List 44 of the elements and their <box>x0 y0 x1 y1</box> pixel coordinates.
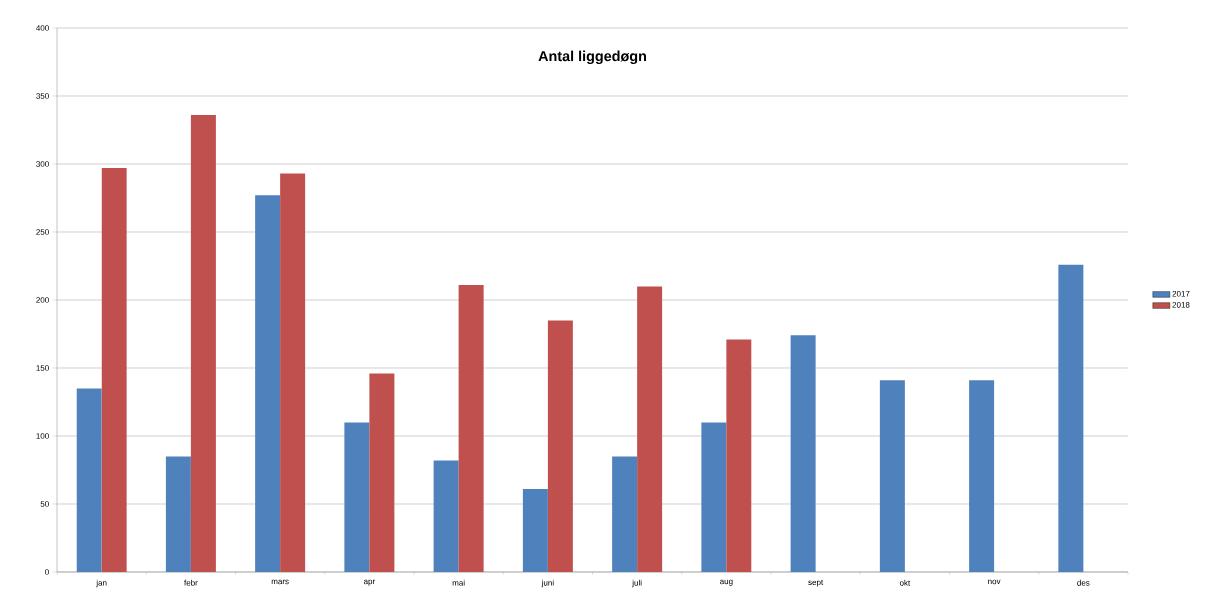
y-tick-label: 50 <box>40 501 49 507</box>
legend-label: 2017 <box>1172 290 1190 297</box>
bar <box>790 335 816 572</box>
bar <box>76 388 102 572</box>
bar <box>701 422 727 572</box>
bar <box>1058 264 1084 572</box>
bar <box>165 456 191 572</box>
x-tick-label: mai <box>452 579 465 586</box>
bar <box>280 173 306 572</box>
y-tick-label: 250 <box>36 229 49 235</box>
bar <box>101 168 127 572</box>
bar <box>255 195 281 572</box>
bar <box>612 456 638 572</box>
bar <box>522 489 548 572</box>
bar <box>458 285 484 572</box>
x-tick-label: juli <box>632 579 642 588</box>
y-tick-label: 150 <box>36 365 49 371</box>
y-tick-label: 0 <box>45 569 49 575</box>
bar <box>369 373 395 572</box>
x-tick-label: febr <box>184 579 198 586</box>
bar <box>637 286 663 572</box>
x-tick-label: juni <box>541 579 554 588</box>
legend-label: 2018 <box>1172 301 1190 308</box>
bar <box>344 422 370 572</box>
bar <box>726 339 752 572</box>
x-tick-label: apr <box>363 579 376 586</box>
bar <box>879 380 905 572</box>
x-tick-label: aug <box>720 579 733 586</box>
y-tick-label: 100 <box>36 433 49 439</box>
y-tick-label: 400 <box>36 25 49 31</box>
y-tick-label: 300 <box>36 161 49 167</box>
y-tick-label: 350 <box>36 93 49 99</box>
bar <box>433 460 459 572</box>
x-tick-label: des <box>1077 579 1090 586</box>
text: Antal liggedøgn <box>538 50 646 65</box>
bar <box>969 380 995 572</box>
x-tick-label: mars <box>271 579 289 585</box>
bar <box>190 115 216 572</box>
x-tick-label: okt <box>899 579 911 586</box>
bar <box>547 320 573 572</box>
x-tick-label: nov <box>988 579 1001 585</box>
x-tick-label: sept <box>808 579 824 587</box>
x-tick-label: jan <box>96 579 107 588</box>
y-tick-label: 200 <box>36 297 49 303</box>
